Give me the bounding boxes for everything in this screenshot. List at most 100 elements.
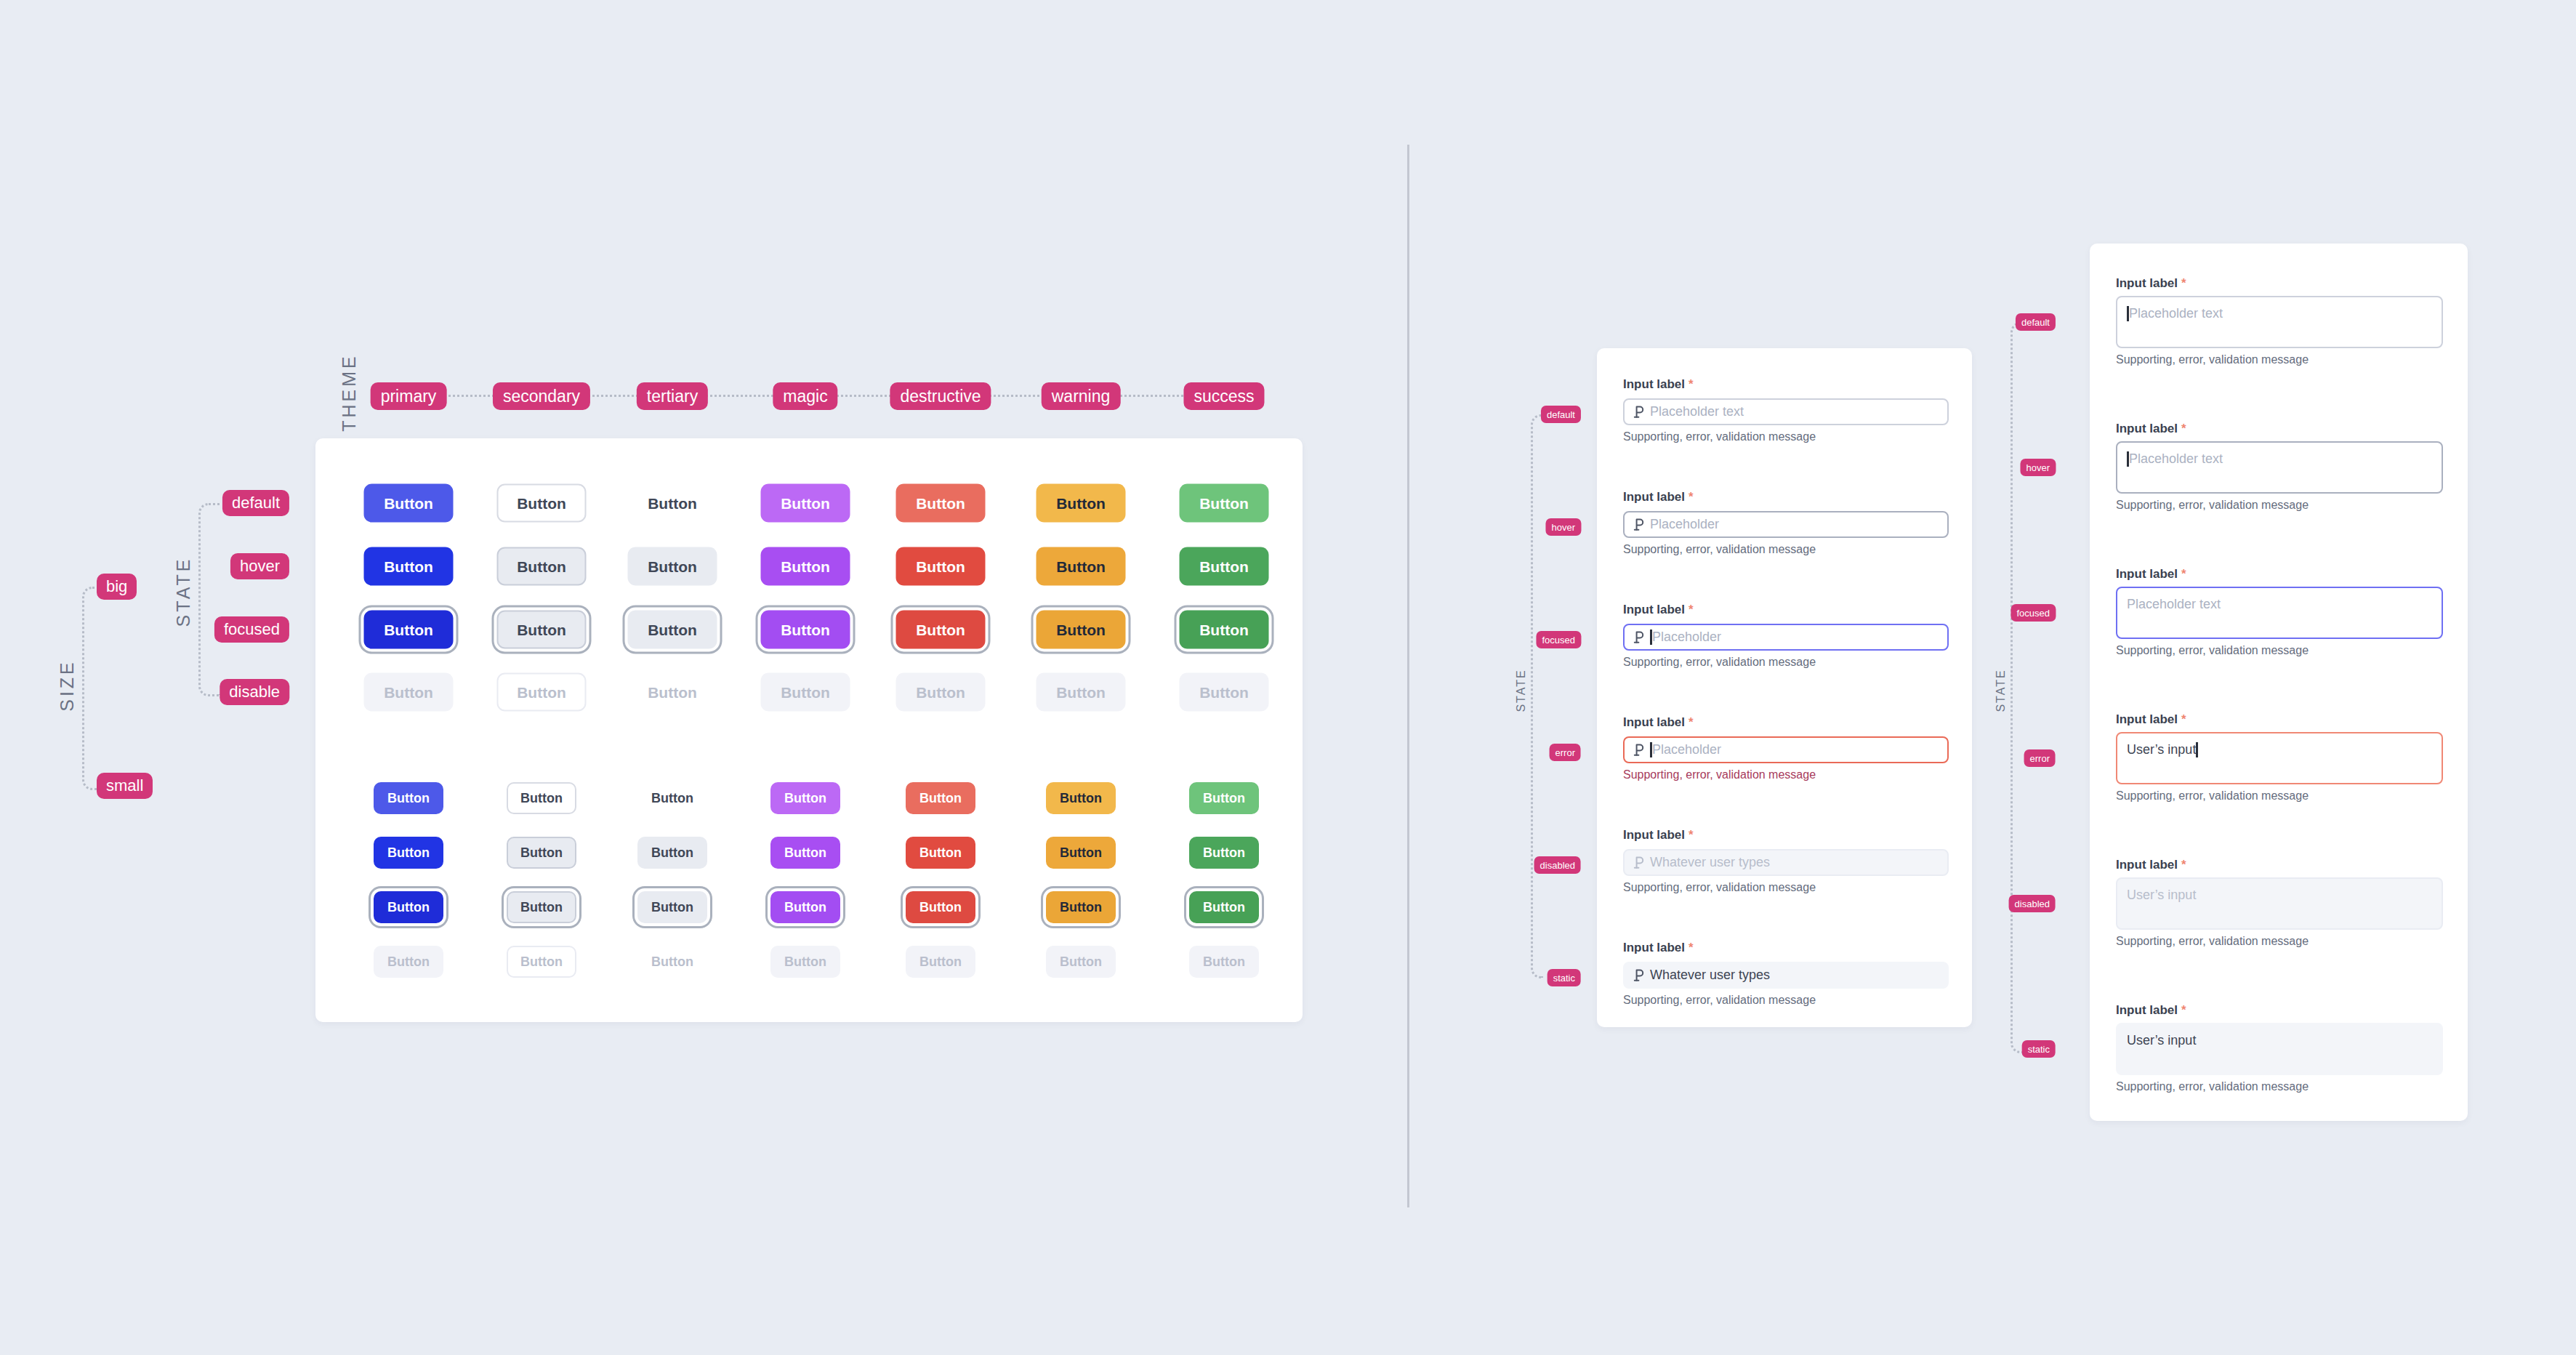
button-big-tertiary-focused[interactable]: Button [628, 611, 717, 649]
button-big-secondary-disable[interactable]: Button [497, 673, 587, 712]
text-input-error[interactable]: Placeholder [1623, 736, 1949, 763]
button-small-tertiary-default[interactable]: Button [637, 782, 707, 814]
button-small-magic-default[interactable]: Button [770, 782, 840, 814]
paragraph-mark-icon [1633, 742, 1644, 757]
theme-badge-success: success [1183, 382, 1264, 410]
button-small-secondary-disable[interactable]: Button [507, 946, 576, 978]
input-label-text: Input label [2116, 858, 2178, 872]
text-input-static[interactable]: Whatever user types [1623, 962, 1949, 989]
button-small-warning-disable[interactable]: Button [1046, 946, 1116, 978]
button-small-primary-disable[interactable]: Button [374, 946, 443, 978]
button-big-magic-hover[interactable]: Button [761, 547, 850, 586]
button-big-secondary-hover[interactable]: Button [497, 547, 587, 586]
button-big-warning-disable[interactable]: Button [1037, 673, 1126, 712]
button-small-warning-default[interactable]: Button [1046, 782, 1116, 814]
input-label-text: Input label [2116, 712, 2178, 726]
button-big-secondary-default[interactable]: Button [497, 484, 587, 523]
text-input-focused[interactable]: Placeholder [1623, 624, 1949, 651]
required-asterisk: * [1689, 377, 1694, 391]
text-input-default[interactable]: Placeholder text [1623, 398, 1949, 425]
button-big-primary-default[interactable]: Button [364, 484, 454, 523]
supporting-text: Supporting, error, validation message [2116, 353, 2443, 366]
textarea-sheet-card [2090, 244, 2468, 1121]
button-big-success-disable[interactable]: Button [1180, 673, 1269, 712]
input-value-text: Whatever user types [1650, 855, 1770, 870]
textarea-input-focused[interactable]: Placeholder text [2116, 587, 2443, 639]
button-small-secondary-default[interactable]: Button [507, 782, 576, 814]
button-big-destructive-disable[interactable]: Button [896, 673, 986, 712]
size-badge-big: big [97, 574, 137, 600]
textarea-input-error[interactable]: User’s input [2116, 732, 2443, 784]
button-big-warning-hover[interactable]: Button [1037, 547, 1126, 586]
button-big-magic-default[interactable]: Button [761, 484, 850, 523]
supporting-text: Supporting, error, validation message [2116, 644, 2443, 657]
state-badge-textareas-focused: focused [2011, 604, 2056, 622]
button-big-destructive-default[interactable]: Button [896, 484, 986, 523]
required-asterisk: * [1689, 941, 1694, 954]
theme-badge-secondary: secondary [493, 382, 590, 410]
textarea-input-static[interactable]: User’s input [2116, 1023, 2443, 1075]
required-asterisk: * [2181, 858, 2186, 872]
button-small-secondary-focused[interactable]: Button [507, 891, 576, 923]
text-input-disabled[interactable]: Whatever user types [1623, 849, 1949, 876]
button-small-magic-disable[interactable]: Button [770, 946, 840, 978]
supporting-text: Supporting, error, validation message [1623, 543, 1949, 556]
button-small-warning-hover[interactable]: Button [1046, 837, 1116, 869]
button-small-tertiary-hover[interactable]: Button [637, 837, 707, 869]
button-small-tertiary-disable[interactable]: Button [637, 946, 707, 978]
button-big-destructive-focused[interactable]: Button [896, 611, 986, 649]
button-small-destructive-hover[interactable]: Button [906, 837, 975, 869]
textarea-input-default[interactable]: Placeholder text [2116, 296, 2443, 348]
textarea-input-hover[interactable]: Placeholder text [2116, 441, 2443, 494]
state-badge-textareas-static: static [2022, 1040, 2056, 1058]
button-small-primary-focused[interactable]: Button [374, 891, 443, 923]
button-small-success-disable[interactable]: Button [1189, 946, 1259, 978]
button-big-warning-default[interactable]: Button [1037, 484, 1126, 523]
button-big-primary-disable[interactable]: Button [364, 673, 454, 712]
input-label-text: Input label [1623, 490, 1685, 504]
textarea-block-disabled: Input label*User’s inputSupporting, erro… [2116, 857, 2443, 948]
input-value-text: Whatever user types [1650, 968, 1770, 983]
textarea-block-default: Input label*Placeholder textSupporting, … [2116, 276, 2443, 366]
textarea-input-disabled[interactable]: User’s input [2116, 877, 2443, 930]
supporting-text: Supporting, error, validation message [1623, 881, 1949, 894]
supporting-text: Supporting, error, validation message [1623, 430, 1949, 443]
button-small-magic-hover[interactable]: Button [770, 837, 840, 869]
text-input-hover[interactable]: Placeholder [1623, 511, 1949, 538]
button-big-secondary-focused[interactable]: Button [497, 611, 587, 649]
button-small-destructive-default[interactable]: Button [906, 782, 975, 814]
button-big-magic-focused[interactable]: Button [761, 611, 850, 649]
state-badge-buttons-disable: disable [220, 679, 289, 705]
button-big-destructive-hover[interactable]: Button [896, 547, 986, 586]
button-small-secondary-hover[interactable]: Button [507, 837, 576, 869]
input-value-text: User’s input [2127, 742, 2196, 757]
button-small-success-focused[interactable]: Button [1189, 891, 1259, 923]
size-badge-small: small [97, 773, 153, 799]
button-big-primary-hover[interactable]: Button [364, 547, 454, 586]
button-big-warning-focused[interactable]: Button [1037, 611, 1126, 649]
axis-label-state-textfields: STATE [1515, 669, 1528, 712]
button-small-destructive-focused[interactable]: Button [906, 891, 975, 923]
button-big-primary-focused[interactable]: Button [364, 611, 454, 649]
button-small-warning-focused[interactable]: Button [1046, 891, 1116, 923]
button-big-magic-disable[interactable]: Button [761, 673, 850, 712]
button-big-success-default[interactable]: Button [1180, 484, 1269, 523]
button-small-success-hover[interactable]: Button [1189, 837, 1259, 869]
button-big-tertiary-default[interactable]: Button [628, 484, 717, 523]
state-badge-buttons-focused: focused [214, 616, 289, 643]
button-small-tertiary-focused[interactable]: Button [637, 891, 707, 923]
required-asterisk: * [2181, 276, 2186, 290]
button-big-tertiary-hover[interactable]: Button [628, 547, 717, 586]
button-small-magic-focused[interactable]: Button [770, 891, 840, 923]
input-value-text: User’s input [2127, 1033, 2196, 1048]
button-big-success-focused[interactable]: Button [1180, 611, 1269, 649]
button-small-destructive-disable[interactable]: Button [906, 946, 975, 978]
button-small-primary-hover[interactable]: Button [374, 837, 443, 869]
required-asterisk: * [2181, 712, 2186, 726]
paragraph-mark-icon [1633, 855, 1644, 870]
button-small-primary-default[interactable]: Button [374, 782, 443, 814]
button-big-success-hover[interactable]: Button [1180, 547, 1269, 586]
axis-label-size: SIZE [57, 659, 78, 712]
button-small-success-default[interactable]: Button [1189, 782, 1259, 814]
button-big-tertiary-disable[interactable]: Button [628, 673, 717, 712]
